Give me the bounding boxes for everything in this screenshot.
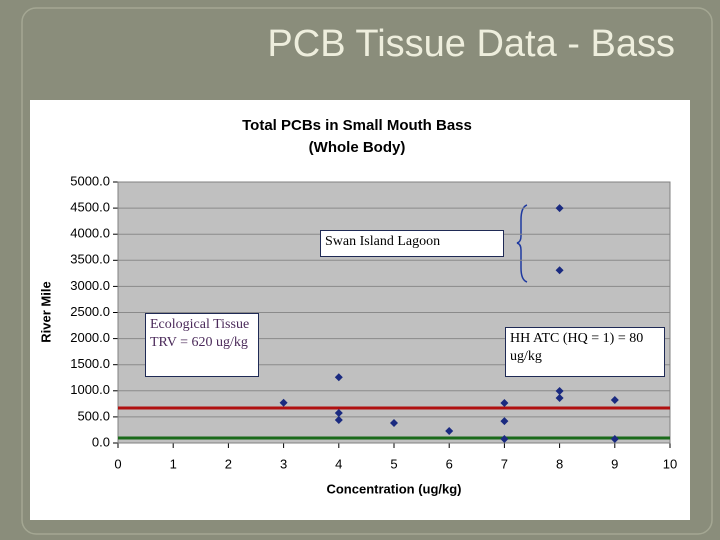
y-tick-label: 2000.0 <box>70 330 110 345</box>
y-tick-label: 4500.0 <box>70 200 110 215</box>
data-point <box>610 395 619 404</box>
data-point <box>500 434 509 443</box>
data-point <box>555 266 564 275</box>
x-axis-label: Concentration (ug/kg) <box>326 481 461 496</box>
brace <box>516 204 528 283</box>
y-tick-label: 3000.0 <box>70 278 110 293</box>
y-tick-label: 3500.0 <box>70 252 110 267</box>
y-tick-label: 4000.0 <box>70 226 110 241</box>
data-point <box>334 408 343 417</box>
y-tick-label: 0.0 <box>92 434 110 449</box>
chart-subtitle: (Whole Body) <box>309 139 406 156</box>
x-tick-label: 7 <box>501 456 508 471</box>
x-tick-label: 10 <box>663 456 677 471</box>
x-tick-label: 5 <box>390 456 397 471</box>
x-tick-label: 0 <box>114 456 121 471</box>
x-tick-label: 9 <box>611 456 618 471</box>
x-tick-label: 8 <box>556 456 563 471</box>
x-tick-label: 4 <box>335 456 342 471</box>
annotation-box: Swan Island Lagoon <box>320 230 504 257</box>
data-point <box>390 419 398 428</box>
annotation-box: HH ATC (HQ = 1) = 80 ug/kg <box>505 327 665 377</box>
slide-frame <box>21 7 713 535</box>
data-point <box>610 434 619 443</box>
data-point <box>334 416 343 425</box>
y-axis-label: River Mile <box>38 281 53 342</box>
chart-title: Total PCBs in Small Mouth Bass <box>242 117 472 134</box>
data-point <box>279 398 288 407</box>
x-tick-label: 3 <box>280 456 287 471</box>
x-tick-label: 6 <box>446 456 453 471</box>
y-tick-label: 2500.0 <box>70 304 110 319</box>
x-tick-label: 1 <box>170 456 177 471</box>
data-point <box>445 426 454 435</box>
y-tick-label: 5000.0 <box>70 173 110 188</box>
data-point <box>555 204 564 213</box>
y-tick-label: 1000.0 <box>70 382 110 397</box>
y-tick-label: 1500.0 <box>70 356 110 371</box>
y-tick-label: 500.0 <box>77 408 110 423</box>
data-point <box>555 394 564 403</box>
slide-title: PCB Tissue Data - Bass <box>267 23 675 65</box>
data-point <box>500 399 509 408</box>
data-point <box>500 417 509 426</box>
annotation-box: Ecological Tissue TRV = 620 ug/kg <box>145 313 259 377</box>
x-tick-label: 2 <box>225 456 232 471</box>
plot-border <box>117 181 671 444</box>
data-point <box>334 373 343 382</box>
data-point <box>555 387 564 396</box>
